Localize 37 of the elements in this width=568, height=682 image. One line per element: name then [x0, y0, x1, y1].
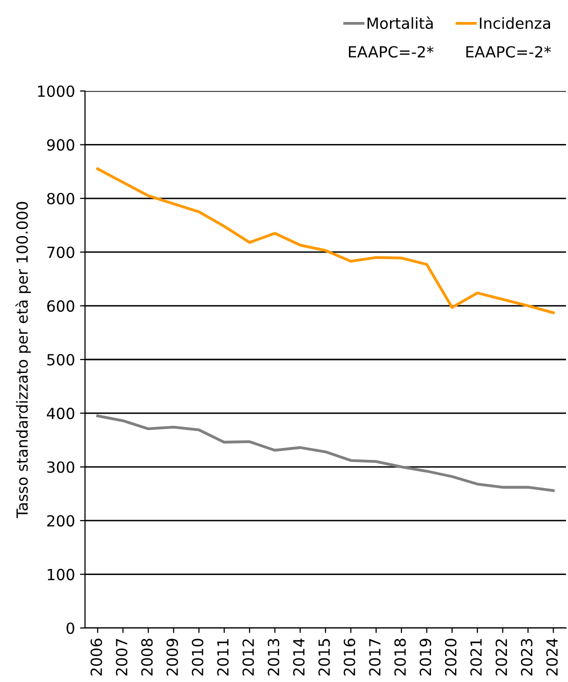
x-tick-label: 2021: [470, 639, 482, 676]
x-tick-label: 2011: [217, 639, 229, 676]
x-tick-label: 2018: [394, 638, 406, 676]
y-tick-label: 900: [47, 139, 74, 151]
y-tick-label: 600: [47, 300, 74, 312]
y-tick-label: 0: [66, 622, 74, 634]
y-tick-label: 500: [47, 354, 74, 366]
y-axis-title: Tasso standardizzato per età per 100.000: [15, 202, 31, 518]
x-tick-label: 2022: [496, 639, 508, 676]
x-tick-label: 2017: [369, 639, 381, 676]
y-tick-label: 700: [47, 246, 74, 258]
x-tick-label: 2006: [90, 638, 102, 676]
y-tick-label: 200: [47, 515, 74, 527]
y-tick-label: 800: [47, 192, 74, 204]
x-tick-label: 2015: [318, 639, 330, 676]
y-tick-label: 1000: [38, 85, 74, 98]
legend-label: Incidenza: [480, 17, 550, 29]
x-tick-label: 2023: [520, 638, 532, 676]
x-tick-label: 2019: [420, 638, 432, 676]
text: EAAPC=-2*: [348, 46, 434, 58]
x-tick-label: 2007: [116, 639, 128, 676]
x-tick-label: 2010: [192, 638, 204, 676]
y-tick-label: 100: [48, 568, 74, 580]
line-series: [96, 414, 555, 492]
y-tick-label: 300: [47, 461, 74, 473]
y-tick-label: 400: [46, 408, 74, 420]
legend-label: Mortalità: [368, 16, 433, 29]
line-series: [96, 167, 555, 314]
x-tick-label: 2008: [141, 638, 153, 676]
text: EAAPC=-2*: [466, 46, 551, 58]
x-tick-label: 2020: [444, 638, 457, 676]
x-tick-label: 2014: [293, 638, 305, 676]
x-tick-label: 2024: [546, 638, 558, 676]
x-tick-label: 2013: [268, 638, 280, 676]
x-tick-label: 2016: [344, 638, 356, 676]
x-tick-label: 2009: [166, 638, 178, 676]
x-tick-label: 2012: [242, 639, 254, 676]
